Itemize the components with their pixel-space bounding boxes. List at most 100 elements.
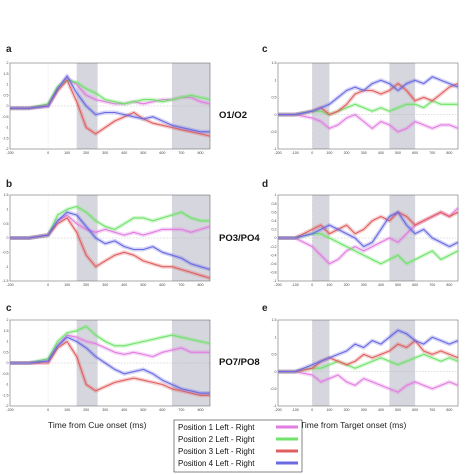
- y-tick-label-0-3: -0.5: [2, 115, 8, 119]
- x-tick-label-4-9: 700: [429, 283, 435, 287]
- x-tick-label-0-4: 300: [102, 151, 108, 155]
- y-tick-label-2-8: 2: [7, 318, 9, 322]
- panels-layer: -200 0 100 200 300 400 500 600 700 800-2-1.5-1-0.…: [2, 61, 460, 412]
- x-tick-label-4-10: 800: [446, 283, 452, 287]
- x-tick-label-1-4: 300: [102, 283, 108, 287]
- y-tick-label-0-6: 1: [7, 83, 9, 87]
- x-tick-label-4-2: 0: [311, 283, 313, 287]
- y-tick-label-1-3: 0: [7, 236, 9, 240]
- x-tick-label-4-8: 600: [412, 283, 418, 287]
- x-tick-label-2-1: 0: [47, 408, 49, 412]
- x-tick-label-3-0: -200: [274, 151, 281, 155]
- x-tick-label-0-9: 800: [197, 151, 203, 155]
- y-tick-label-0-7: 1.5: [4, 72, 9, 76]
- y-tick-label-3-2: 0: [275, 113, 277, 117]
- x-tick-label-4-6: 400: [378, 283, 384, 287]
- y-tick-label-3-1: -0.5: [270, 130, 276, 134]
- legend-label-2: Position 2 Left - Right: [178, 435, 255, 444]
- y-tick-label-3-0: -1: [273, 147, 276, 151]
- x-tick-label-2-3: 200: [83, 408, 89, 412]
- row-label-po7-po8: PO7/PO8: [219, 357, 260, 368]
- y-tick-label-1-1: -1: [5, 265, 8, 269]
- x-tick-label-5-7: 500: [395, 408, 401, 412]
- y-tick-label-5-5: 1.5: [272, 318, 277, 322]
- series-line-1-3: [10, 211, 211, 271]
- y-tick-label-1-2: -0.5: [2, 251, 8, 255]
- shaded-window-3-0: [312, 63, 330, 149]
- y-tick-label-3-3: 0.5: [272, 96, 277, 100]
- series-line-0-1: [10, 79, 211, 109]
- x-tick-label-0-7: 600: [159, 151, 165, 155]
- x-tick-label-2-6: 500: [140, 408, 146, 412]
- legend: Position 1 Left - Right Position 2 Left …: [173, 419, 303, 473]
- shaded-window-5-0: [312, 320, 330, 406]
- x-tick-label-4-0: -200: [274, 283, 281, 287]
- x-tick-label-3-5: 300: [361, 151, 367, 155]
- y-tick-label-1-4: 0.5: [4, 222, 9, 226]
- x-tick-label-3-4: 200: [344, 151, 350, 155]
- y-tick-label-0-2: -1: [5, 126, 8, 130]
- x-tick-label-2-8: 700: [178, 408, 184, 412]
- y-tick-label-0-1: -1.5: [2, 136, 8, 140]
- y-tick-label-2-2: -1: [5, 383, 8, 387]
- shaded-window-1-0: [76, 195, 98, 281]
- shaded-window-0-0: [76, 63, 98, 149]
- y-tick-label-5-0: -1: [273, 404, 276, 408]
- series-line-4-1: [278, 233, 459, 265]
- y-tick-label-0-0: -2: [5, 147, 8, 151]
- y-tick-label-2-6: 1: [7, 340, 9, 344]
- x-axis-label-target: Time from Target onset (ms): [300, 420, 406, 430]
- series-line-2-2: [10, 340, 210, 396]
- chart-panel-2: -200 0 100 200 300 400 500 600 700 800 -2 -1.5 -1 -0.…: [2, 318, 211, 412]
- x-tick-label-0-0: -200: [6, 151, 13, 155]
- y-tick-label-4-7: 0.4: [272, 219, 277, 223]
- y-tick-label-4-0: -1: [273, 279, 276, 283]
- chart-panel-4: -200 -100 0 100 200 300 400 500 600 700 800 -1 -0.8 -…: [270, 193, 460, 287]
- x-tick-label-2-9: 800: [197, 408, 203, 412]
- x-tick-label-5-8: 600: [412, 408, 418, 412]
- series-band-3-0: [278, 112, 459, 134]
- series-line-3-0: [278, 114, 459, 133]
- chart-panel-3: -200 -100 0 100 200 300 400 500 600 700 800 -1 -0.5 0…: [270, 61, 459, 155]
- x-tick-label-0-6: 500: [140, 151, 146, 155]
- plot-frame-5: [277, 319, 459, 407]
- x-tick-label-4-1: -100: [292, 283, 299, 287]
- y-tick-label-2-1: -1.5: [2, 393, 8, 397]
- series-band-5-3: [278, 328, 459, 374]
- series-band-5-0: [278, 369, 459, 395]
- series-line-3-2: [278, 83, 459, 116]
- series-line-3-1: [278, 100, 458, 116]
- x-tick-label-3-3: 100: [326, 151, 332, 155]
- y-tick-label-5-2: 0: [275, 370, 277, 374]
- x-tick-label-3-6: 400: [378, 151, 384, 155]
- y-tick-label-1-5: 1: [7, 208, 9, 212]
- y-tick-label-5-1: -0.5: [270, 387, 276, 391]
- y-tick-label-2-3: -0.5: [2, 372, 8, 376]
- x-tick-label-1-8: 700: [178, 283, 184, 287]
- x-tick-label-4-5: 300: [361, 283, 367, 287]
- series-line-1-1: [10, 205, 210, 239]
- x-tick-label-5-2: 0: [311, 408, 313, 412]
- series-line-2-1: [10, 325, 211, 364]
- series-line-1-2: [10, 217, 211, 279]
- x-tick-label-0-1: 0: [47, 151, 49, 155]
- x-tick-label-0-3: 200: [83, 151, 89, 155]
- chart-panel-0: -200 0 100 200 300 400 500 600 700 800 -2 -1.5 -1 -0.…: [2, 61, 211, 155]
- series-line-2-3: [10, 336, 210, 394]
- x-tick-label-3-1: -100: [292, 151, 299, 155]
- x-tick-label-1-2: 100: [64, 283, 70, 287]
- x-tick-label-1-0: -200: [6, 283, 13, 287]
- x-tick-label-2-0: -200: [6, 408, 13, 412]
- x-tick-label-5-0: -200: [274, 408, 281, 412]
- x-tick-label-1-9: 800: [197, 283, 203, 287]
- y-tick-label-4-2: -0.6: [270, 262, 276, 266]
- x-tick-label-3-8: 600: [412, 151, 418, 155]
- legend-label-4: Position 4 Left - Right: [178, 459, 255, 468]
- y-tick-label-0-5: 0.5: [4, 93, 9, 97]
- x-tick-label-3-2: 0: [311, 151, 313, 155]
- x-tick-label-3-10: 800: [446, 151, 452, 155]
- x-tick-label-2-4: 300: [102, 408, 108, 412]
- y-tick-label-2-0: -2: [5, 404, 8, 408]
- chart-panel-5: -200 -100 0 100 200 300 400 500 600 700 800 -1 -0.5 0…: [270, 318, 459, 412]
